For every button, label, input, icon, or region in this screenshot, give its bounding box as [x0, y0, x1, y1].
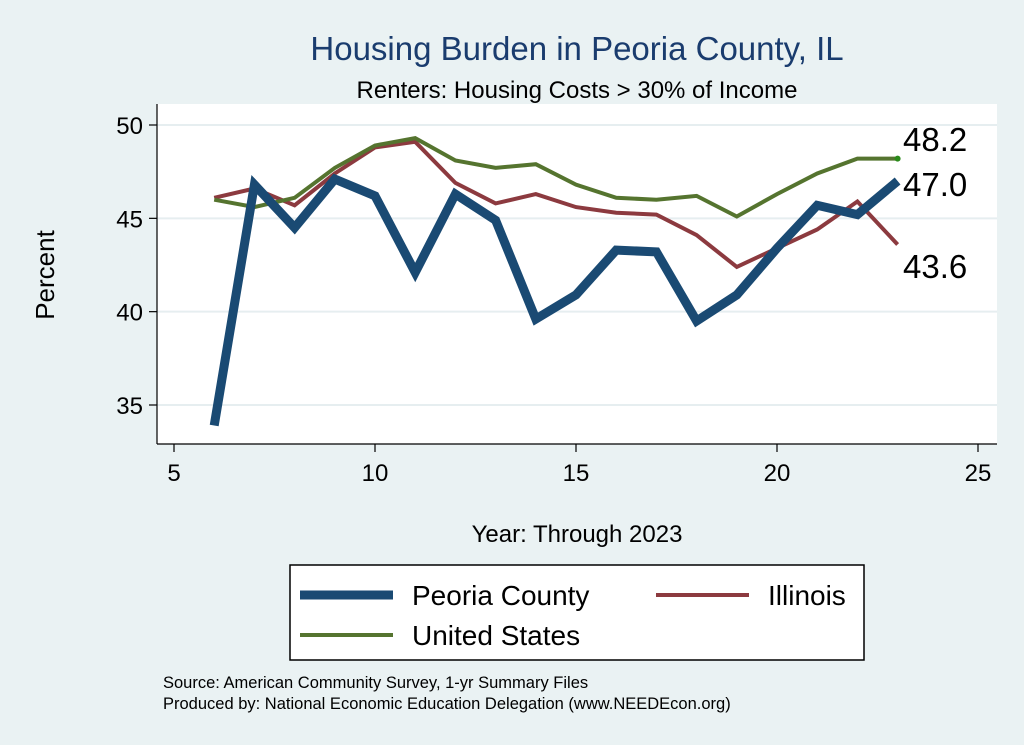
produced-by-note: Produced by: National Economic Education…: [163, 695, 731, 713]
series-line-united-states: [213, 136, 898, 219]
end-labels: 47.0 43.6 48.2: [903, 121, 967, 285]
series-lines: [209, 136, 901, 427]
series-line-peoria-county: [209, 173, 901, 427]
y-tick-label: 50: [116, 113, 143, 140]
y-axis-label: Percent: [30, 229, 60, 319]
end-label-peoria-county: 47.0: [903, 166, 967, 203]
legend-box: [289, 564, 865, 661]
y-axis-ticks: 35 40 45 50: [116, 113, 157, 420]
x-tick-label: 10: [362, 460, 389, 487]
end-label-united-states: 48.2: [903, 121, 967, 158]
y-tick-label: 40: [116, 300, 143, 327]
end-label-illinois: 43.6: [903, 248, 967, 285]
x-tick-label: 5: [167, 460, 180, 487]
x-tick-label: 25: [965, 460, 992, 487]
source-note: Source: American Community Survey, 1-yr …: [163, 674, 588, 692]
legend-label: United States: [412, 620, 580, 651]
y-tick-label: 45: [116, 206, 143, 233]
x-axis-label: Year: Through 2023: [472, 521, 683, 548]
end-marker: [894, 155, 901, 162]
x-axis-ticks: 5 10 15 20 25: [167, 444, 991, 487]
x-tick-label: 15: [563, 460, 590, 487]
plot-area: [157, 104, 997, 444]
x-tick-label: 20: [764, 460, 791, 487]
chart-subtitle: Renters: Housing Costs > 30% of Income: [357, 77, 798, 104]
chart-title: Housing Burden in Peoria County, IL: [310, 30, 843, 67]
legend-label: Peoria County: [412, 580, 589, 611]
legend-label: Illinois: [768, 580, 846, 611]
y-tick-label: 35: [116, 393, 143, 420]
legend: Peoria County Illinois United States: [300, 580, 846, 651]
